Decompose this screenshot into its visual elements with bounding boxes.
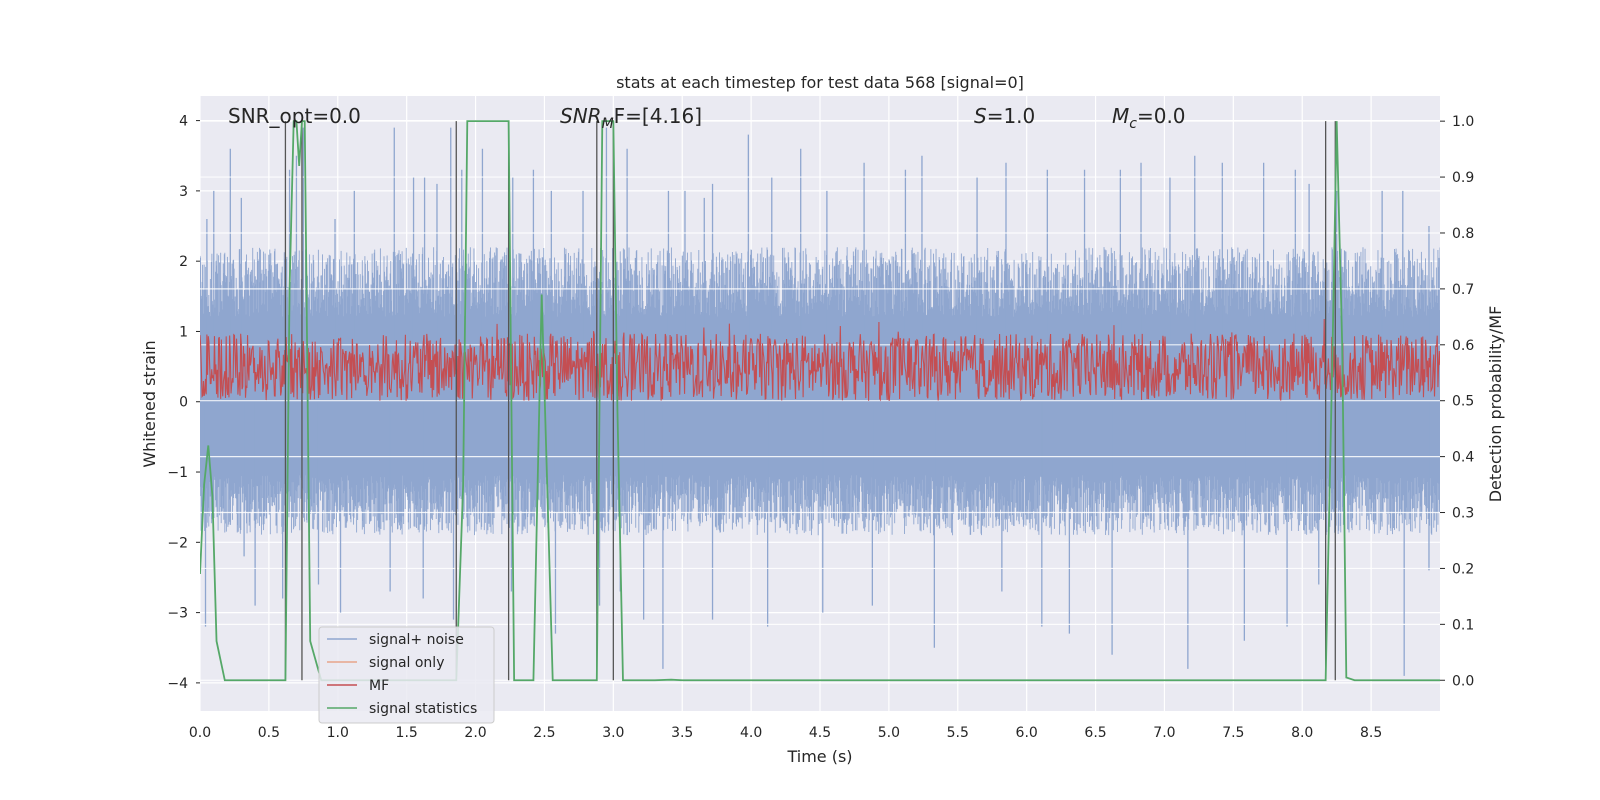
x-tick-label: 0.0 [189,725,211,741]
x-tick-label: 8.5 [1360,725,1382,741]
x-tick-label: 4.0 [740,725,762,741]
x-tick-label: 1.5 [396,725,418,741]
x-axis-ticks: 0.0 0.5 1.0 1.5 2.0 2.5 3.0 3.5 4.0 4.5 5.0 5.5 6.0 6… [189,725,1382,741]
y2-tick-label: 0.6 [1452,338,1474,354]
y2-tick-label: 1.0 [1452,114,1474,130]
y-tick-label: 0 [179,395,188,411]
legend-label-signal-noise: signal+ noise [369,632,464,648]
annotation-mc: Mc=0.0 [1112,104,1186,132]
x-tick-label: 8.0 [1291,725,1313,741]
y2-tick-label: 0.9 [1452,170,1474,186]
y2-tick-label: 0.4 [1452,450,1474,466]
y2-tick-label: 0.0 [1452,673,1474,689]
x-axis-label: Time (s) [786,747,852,766]
x-tick-label: 3.0 [602,725,624,741]
legend: signal+ noise signal only MF signal stat… [318,626,495,724]
x-tick-label: 4.5 [809,725,831,741]
annotation-snr-mf: SNRMF=[4.16] [560,104,702,132]
legend-box [318,626,495,724]
legend-label-signal-statistics: signal statistics [369,701,477,717]
svg-text:S=1.0: S=1.0 [974,104,1035,128]
y-tick-label: −1 [167,465,188,481]
y2-axis-ticks: 1.0 0.9 0.8 0.7 0.6 0.5 0.4 0.3 0.2 0.1 0.0 [1440,114,1474,689]
y-tick-label: 4 [179,114,188,130]
y-tick-label: −3 [167,606,188,622]
x-tick-label: 5.5 [947,725,969,741]
y2-tick-label: 0.8 [1452,226,1474,242]
x-tick-label: 2.0 [464,725,486,741]
y-tick-label: −2 [167,535,188,551]
x-tick-label: 6.5 [1084,725,1106,741]
y-tick-label: 2 [179,254,188,270]
chart-title: stats at each timestep for test data 568… [616,73,1024,92]
x-tick-label: 3.5 [671,725,693,741]
y-axis-label: Whitened strain [140,340,159,467]
signal-statistics-line [200,120,1440,682]
y2-tick-label: 0.7 [1452,282,1474,298]
svg-text:SNRMF=[4.16]: SNRMF=[4.16] [560,104,702,132]
y2-axis-label: Detection probability/MF [1486,306,1505,503]
right-axis-gridlines [200,120,1440,681]
y-tick-label: 1 [179,324,188,340]
y2-tick-label: 0.3 [1452,506,1474,522]
y-tick-label: 3 [179,184,188,200]
x-tick-label: 6.0 [1016,725,1038,741]
x-tick-label: 7.5 [1222,725,1244,741]
series-mf [200,318,1440,402]
x-tick-label: 2.5 [533,725,555,741]
legend-label-signal-only: signal only [369,655,444,671]
y2-tick-label: 0.1 [1452,617,1474,633]
y2-tick-label: 0.5 [1452,394,1474,410]
legend-label-mf: MF [369,678,389,694]
annotation-s: S=1.0 [974,104,1035,128]
x-tick-label: 5.0 [878,725,900,741]
y-tick-label: −4 [167,676,188,692]
svg-text:Mc=0.0: Mc=0.0 [1112,104,1186,132]
annotation-snr-opt: SNR_opt=0.0 [228,104,361,128]
y2-tick-label: 0.2 [1452,561,1474,577]
x-tick-label: 1.0 [327,725,349,741]
x-tick-label: 0.5 [258,725,280,741]
y-axis-ticks: 4 3 2 1 0 −1 −2 −3 −4 [167,114,200,692]
mf-trace [200,318,1440,402]
series-signal-statistics [200,120,1440,682]
x-tick-label: 7.0 [1153,725,1175,741]
signal-noise-trace [200,247,1440,536]
